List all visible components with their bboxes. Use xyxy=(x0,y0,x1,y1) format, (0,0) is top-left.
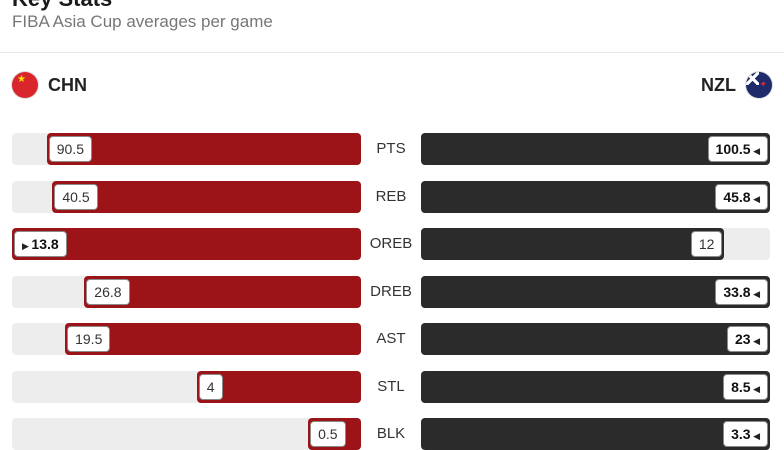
nzl-bar-track: 12 xyxy=(421,228,770,260)
triangle-left-icon: ◀ xyxy=(750,288,760,299)
nzl-value-label: 100.5 ◀ xyxy=(707,136,768,162)
nzl-value-label: 23 ◀ xyxy=(727,326,768,352)
chn-value: 19.5 xyxy=(75,331,103,347)
chn-bar-track: 0.5 xyxy=(12,418,361,450)
stat-row-dreb: 26.8 DREB 33.8 ◀ xyxy=(0,275,784,308)
nzl-bar-track: 100.5 ◀ xyxy=(421,133,770,165)
chn-value-label: 19.5 xyxy=(67,326,111,352)
stat-row-stl: 4 STL 8.5 ◀ xyxy=(0,370,784,403)
nzl-value-label: 3.3 ◀ xyxy=(723,421,768,447)
chn-bar-track: 4 xyxy=(12,370,361,403)
team-right-code: NZL xyxy=(701,74,736,95)
chn-value-label: 90.5 xyxy=(48,136,92,162)
nzl-value: 12 xyxy=(698,236,715,252)
nzl-bar: 45.8 ◀ xyxy=(421,180,770,213)
stat-label: AST xyxy=(376,330,406,347)
triangle-left-icon: ◀ xyxy=(750,146,760,156)
chn-bar: 0.5 xyxy=(308,418,361,450)
chn-bar-track: ▶ 13.8 xyxy=(12,228,361,260)
chn-bar: ▶ 13.8 xyxy=(12,228,361,260)
chn-bar: 26.8 xyxy=(84,275,361,308)
nzl-bar-track: 3.3 ◀ xyxy=(421,418,770,450)
header-divider xyxy=(0,52,784,53)
new-zealand-flag-icon xyxy=(746,72,772,98)
nzl-value-label: 8.5 ◀ xyxy=(723,373,768,400)
chn-value-label: 0.5 xyxy=(310,421,346,447)
chn-value: 26.8 xyxy=(94,283,122,300)
nzl-value: 23 xyxy=(735,331,751,347)
triangle-right-icon: ▶ xyxy=(22,241,32,251)
chn-bar-track: 26.8 xyxy=(12,275,361,308)
header-subtitle: FIBA Asia Cup averages per game xyxy=(12,12,273,31)
team-left-code: CHN xyxy=(48,74,87,95)
nzl-value-label: 12 xyxy=(690,231,723,257)
nzl-bar: 33.8 ◀ xyxy=(421,275,770,308)
chn-value-label: 4 xyxy=(198,373,223,400)
chn-bar: 90.5 xyxy=(46,133,361,165)
chn-bar: 19.5 xyxy=(65,323,361,355)
nzl-value: 8.5 xyxy=(731,378,751,395)
chn-value-label: 40.5 xyxy=(54,183,98,210)
stat-label: DREB xyxy=(370,282,412,300)
chn-bar: 4 xyxy=(196,370,361,403)
nzl-value-label: 45.8 ◀ xyxy=(715,183,768,210)
stat-row-ast: 19.5 AST 23 ◀ xyxy=(0,323,784,355)
stat-label: STL xyxy=(377,377,405,395)
chn-bar: 40.5 xyxy=(52,180,361,213)
nzl-bar: 100.5 ◀ xyxy=(421,133,770,165)
nzl-value: 100.5 xyxy=(715,141,751,157)
chn-value: 13.8 xyxy=(31,236,59,252)
stat-label: REB xyxy=(375,187,407,205)
stat-row-reb: 40.5 REB 45.8 ◀ xyxy=(0,180,784,213)
nzl-value: 33.8 xyxy=(723,283,751,300)
stats-comparison: 90.5 PTS 100.5 ◀ 40.5 REB 45.8 ◀ ▶ 13.8 OREB 12 2… xyxy=(0,133,784,450)
china-flag-icon xyxy=(12,72,38,98)
team-right: NZL xyxy=(701,72,772,98)
triangle-left-icon: ◀ xyxy=(750,383,760,394)
nzl-value: 45.8 xyxy=(723,188,751,205)
nzl-bar: 3.3 ◀ xyxy=(421,418,770,450)
chn-value: 0.5 xyxy=(318,426,338,442)
header-title: Key Stats xyxy=(12,0,112,12)
nzl-bar: 23 ◀ xyxy=(421,323,770,355)
stat-row-pts: 90.5 PTS 100.5 ◀ xyxy=(0,133,784,165)
chn-value: 40.5 xyxy=(62,188,90,205)
chn-bar-track: 40.5 xyxy=(12,180,361,213)
stat-label: BLK xyxy=(376,425,406,442)
chn-value-label: ▶ 13.8 xyxy=(14,231,67,257)
nzl-value-label: 33.8 ◀ xyxy=(715,278,768,305)
nzl-bar: 8.5 ◀ xyxy=(421,370,770,403)
stat-row-blk: 0.5 BLK 3.3 ◀ xyxy=(0,418,784,450)
stat-label: OREB xyxy=(369,235,413,252)
triangle-left-icon: ◀ xyxy=(750,336,760,346)
triangle-left-icon: ◀ xyxy=(750,431,760,441)
triangle-left-icon: ◀ xyxy=(750,193,760,204)
team-left: CHN xyxy=(12,72,87,98)
chn-value: 4 xyxy=(206,378,215,395)
nzl-value: 3.3 xyxy=(731,426,751,442)
chn-bar-track: 19.5 xyxy=(12,323,361,355)
nzl-bar: 12 xyxy=(421,228,725,260)
nzl-bar-track: 23 ◀ xyxy=(421,323,770,355)
stat-row-oreb: ▶ 13.8 OREB 12 xyxy=(0,228,784,260)
chn-value-label: 26.8 xyxy=(86,278,130,305)
nzl-bar-track: 33.8 ◀ xyxy=(421,275,770,308)
chn-value: 90.5 xyxy=(56,141,84,157)
stat-label: PTS xyxy=(376,140,406,157)
chn-bar-track: 90.5 xyxy=(12,133,361,165)
nzl-bar-track: 45.8 ◀ xyxy=(421,180,770,213)
nzl-bar-track: 8.5 ◀ xyxy=(421,370,770,403)
